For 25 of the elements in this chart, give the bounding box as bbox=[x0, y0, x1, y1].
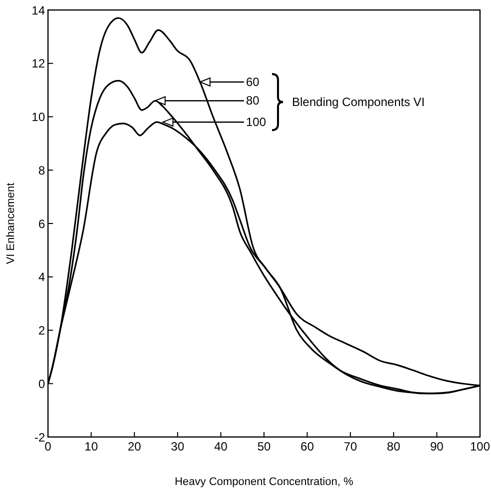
y-tick-label: 6 bbox=[38, 216, 46, 231]
x-tick-label: 40 bbox=[214, 440, 228, 454]
annotation: 60 bbox=[246, 75, 260, 89]
x-tick-label: 60 bbox=[300, 440, 314, 454]
y-tick-label: 12 bbox=[32, 56, 46, 71]
x-tick-label: 50 bbox=[257, 440, 271, 454]
y-tick-label: 14 bbox=[32, 3, 46, 18]
y-tick-label: 2 bbox=[38, 324, 46, 338]
y-tick-label: -2 bbox=[34, 430, 46, 444]
y-tick-label: 8 bbox=[38, 163, 46, 178]
x-tick-label: 80 bbox=[386, 440, 401, 454]
x-tick-label: 70 bbox=[344, 440, 358, 454]
x-axis-title: Heavy Component Concentration, % bbox=[174, 476, 354, 488]
x-tick-label: 100 bbox=[470, 440, 490, 454]
y-tick-label: 0 bbox=[38, 376, 46, 391]
annotation: Blending Components VI bbox=[292, 95, 425, 110]
y-axis-title: VI Enhancement bbox=[5, 182, 17, 264]
x-tick-label: 90 bbox=[430, 440, 444, 454]
y-tick-label: 10 bbox=[32, 110, 46, 124]
x-tick-label: 10 bbox=[84, 440, 98, 454]
y-tick-label: 4 bbox=[38, 270, 46, 284]
annotation: 80 bbox=[246, 94, 260, 108]
x-tick-label: 30 bbox=[170, 440, 185, 454]
x-tick-label: 20 bbox=[128, 440, 142, 454]
annotation: 100 bbox=[246, 115, 266, 130]
